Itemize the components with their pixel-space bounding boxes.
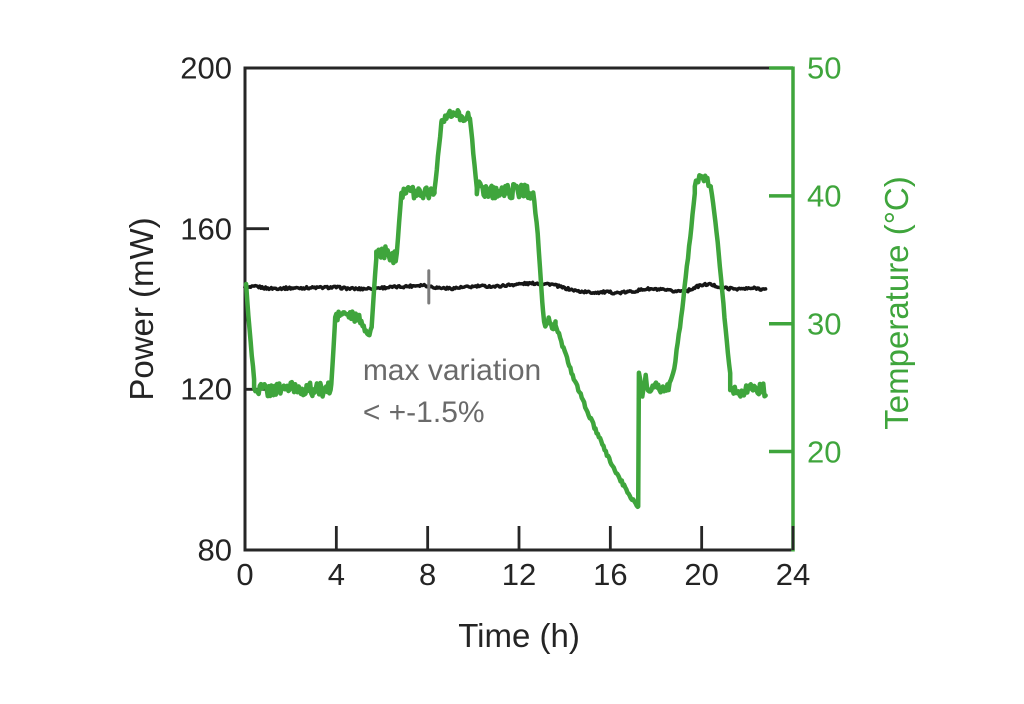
x-tick-label: 0 xyxy=(236,557,254,592)
x-tick-label: 4 xyxy=(327,557,345,592)
y-left-tick-label: 120 xyxy=(180,371,232,407)
y-right-axis-title: Temperature (°C) xyxy=(878,176,915,430)
annotation-max-variation: max variation < +-1.5% xyxy=(363,350,541,434)
x-tick-label: 16 xyxy=(593,557,628,592)
temperature-line xyxy=(243,107,768,510)
x-axis-title: Time (h) xyxy=(458,617,580,654)
y-left-tick-label: 200 xyxy=(180,50,232,86)
plot-frame xyxy=(243,66,795,552)
x-tick-label: 8 xyxy=(419,557,437,592)
power-line xyxy=(243,280,768,296)
y-right-tick-label: 30 xyxy=(807,306,842,342)
annotation-line-1: max variation xyxy=(362,353,542,387)
y-right-tick-label: 20 xyxy=(807,434,842,470)
y-right-tick-label: 40 xyxy=(807,178,842,214)
y-left-axis-title: Power (mW) xyxy=(123,217,160,401)
y-right-tick-label: 50 xyxy=(807,50,842,86)
y-left-tick-label: 80 xyxy=(197,532,232,568)
annotation-line-2: < +-1.5% xyxy=(362,395,485,429)
x-tick-label: 20 xyxy=(684,557,719,592)
y-left-tick-label: 160 xyxy=(180,211,232,247)
x-tick-label: 12 xyxy=(501,557,537,592)
x-tick-label: 24 xyxy=(775,557,811,592)
